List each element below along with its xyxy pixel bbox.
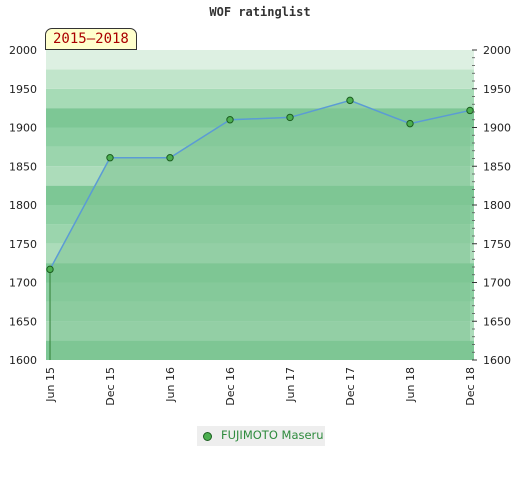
x-tick-label: Jun 16 <box>164 367 177 403</box>
legend[interactable]: FUJIMOTO Maseru <box>197 426 325 446</box>
y-tick-label-right: 1700 <box>483 277 511 290</box>
data-point <box>166 154 174 162</box>
data-point <box>466 106 474 115</box>
data-point <box>46 265 54 274</box>
legend-label: FUJIMOTO Maseru <box>221 428 324 442</box>
y-tick-label-right: 1750 <box>483 238 511 251</box>
grid-band <box>46 88 474 109</box>
y-tick-label-left: 1750 <box>9 238 37 251</box>
y-tick-label-left: 2000 <box>9 44 37 57</box>
legend-marker-icon <box>203 432 212 441</box>
x-tick-label: Dec 18 <box>464 367 477 406</box>
chart-title: WOF ratinglist <box>209 5 311 19</box>
x-tick-label: Dec 17 <box>344 367 357 406</box>
y-tick-label-left: 1700 <box>9 277 37 290</box>
y-tick-label-right: 1800 <box>483 199 511 212</box>
y-tick-label-left: 1850 <box>9 160 37 173</box>
data-point <box>226 116 234 124</box>
data-point <box>106 154 114 162</box>
series-area <box>50 100 470 360</box>
y-tick-label-right: 1900 <box>483 122 511 135</box>
y-tick-label-right: 2000 <box>483 44 511 57</box>
y-tick-label-left: 1950 <box>9 83 37 96</box>
data-point <box>406 119 414 128</box>
x-tick-label: Dec 16 <box>224 367 237 406</box>
y-tick-label-left: 1600 <box>9 354 37 367</box>
y-tick-label-left: 1650 <box>9 315 37 328</box>
grid-band <box>46 50 474 70</box>
y-tick-label-right: 1950 <box>483 83 511 96</box>
y-tick-label-left: 1800 <box>9 199 37 212</box>
grid-band <box>46 69 474 89</box>
y-tick-label-right: 1650 <box>483 315 511 328</box>
x-tick-label: Dec 15 <box>104 367 117 406</box>
series-line <box>49 99 471 270</box>
data-point <box>346 96 354 105</box>
y-tick-label-right: 1600 <box>483 354 511 367</box>
y-tick-label-left: 1900 <box>9 122 37 135</box>
date-range-badge: 2015–2018 <box>45 28 137 50</box>
x-tick-label: Jun 17 <box>284 367 297 403</box>
x-tick-label: Jun 15 <box>44 367 57 403</box>
y-tick-label-right: 1850 <box>483 160 511 173</box>
x-tick-label: Jun 18 <box>404 367 417 403</box>
data-point <box>286 113 294 122</box>
